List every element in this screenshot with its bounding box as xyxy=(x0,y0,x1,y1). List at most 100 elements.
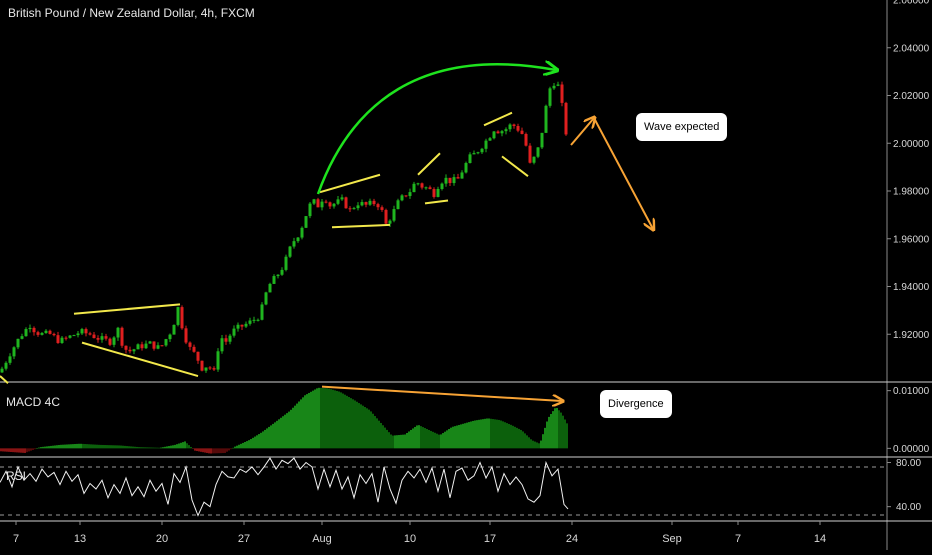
macd-bar xyxy=(6,448,8,452)
macd-bar xyxy=(22,448,24,453)
candle-body xyxy=(208,367,212,369)
candle-body xyxy=(52,333,56,336)
candle-body xyxy=(200,360,204,371)
trend-line xyxy=(501,155,529,177)
macd-bar xyxy=(478,419,480,449)
macd-bar xyxy=(312,390,314,449)
macd-bar xyxy=(118,445,120,449)
macd-bar xyxy=(412,428,414,449)
macd-bar xyxy=(352,399,354,449)
macd-bar xyxy=(500,420,502,449)
macd-bar xyxy=(186,443,188,449)
macd-bar xyxy=(310,391,312,449)
macd-bar xyxy=(464,423,466,449)
macd-bar xyxy=(326,388,328,449)
macd-bar xyxy=(318,387,320,449)
macd-bar xyxy=(216,448,218,454)
macd-bar xyxy=(552,411,554,449)
price-candles xyxy=(0,81,568,373)
candle-body xyxy=(228,335,232,342)
candle-body xyxy=(240,324,244,327)
candle-body xyxy=(132,349,136,352)
macd-bar xyxy=(256,435,258,449)
price-tick-label: 1.92000 xyxy=(893,330,930,341)
candle-body xyxy=(308,203,312,217)
macd-bar xyxy=(460,424,462,449)
macd-bar xyxy=(384,427,386,449)
candle-body xyxy=(532,156,536,163)
macd-bar xyxy=(330,389,332,449)
macd-bar xyxy=(316,388,318,449)
macd-bar xyxy=(560,412,562,449)
candle-body xyxy=(256,319,260,321)
macd-bar xyxy=(362,405,364,449)
macd-bar xyxy=(530,439,532,449)
macd-bar xyxy=(106,445,108,449)
rsi-tick-label: 80.00 xyxy=(896,458,921,469)
trend-line xyxy=(73,303,181,315)
macd-tick-label: 0.00000 xyxy=(893,444,930,455)
candle-body xyxy=(100,336,104,340)
macd-bar xyxy=(532,440,534,449)
candle-body xyxy=(176,307,180,325)
macd-bar xyxy=(8,448,10,452)
candle-body xyxy=(120,327,124,346)
macd-bar xyxy=(406,432,408,449)
price-tick-label: 1.94000 xyxy=(893,282,930,293)
candle-body xyxy=(272,276,276,284)
divergence-callout: Divergence xyxy=(600,390,672,418)
x-tick-label: 7 xyxy=(13,533,19,545)
macd-bar xyxy=(426,429,428,449)
candle-body xyxy=(508,124,512,130)
macd-bar xyxy=(98,444,100,449)
macd-bar xyxy=(244,442,246,449)
macd-bar xyxy=(300,399,302,449)
macd-bar xyxy=(516,427,518,449)
candle-body xyxy=(496,131,500,134)
candle-body xyxy=(244,323,248,327)
candle-body xyxy=(248,320,252,324)
macd-bar xyxy=(172,445,174,449)
macd-bar xyxy=(466,422,468,449)
macd-bar xyxy=(446,430,448,449)
macd-bar xyxy=(472,420,474,449)
candle-body xyxy=(544,105,548,133)
candle-body xyxy=(400,195,404,201)
macd-bar xyxy=(30,448,32,451)
macd-bar xyxy=(40,447,42,449)
macd-bar xyxy=(218,448,220,454)
macd-bar xyxy=(222,448,224,454)
candle-body xyxy=(96,338,100,340)
candle-body xyxy=(92,334,96,339)
macd-bar xyxy=(370,411,372,449)
macd-bar xyxy=(154,447,156,449)
macd-bar xyxy=(80,443,82,449)
price-tick-label: 2.02000 xyxy=(893,91,930,102)
macd-bar xyxy=(176,444,178,449)
candle-body xyxy=(280,269,284,275)
macd-bar xyxy=(444,431,446,449)
divergence-arrow xyxy=(321,385,562,401)
macd-bar xyxy=(42,446,44,449)
candle-body xyxy=(4,362,8,369)
macd-bar xyxy=(496,419,498,449)
macd-bar xyxy=(450,427,452,449)
candle-body xyxy=(448,177,452,184)
macd-bar xyxy=(200,448,202,452)
macd-bar xyxy=(164,446,166,449)
x-tick-label: 17 xyxy=(484,533,496,545)
macd-bar xyxy=(414,426,416,449)
macd-bar xyxy=(416,425,418,449)
macd-bar xyxy=(214,448,216,454)
macd-bar xyxy=(306,394,308,449)
macd-bar xyxy=(546,421,548,449)
macd-bar xyxy=(156,447,158,449)
macd-bar xyxy=(268,426,270,449)
macd-bar xyxy=(390,434,392,449)
candle-body xyxy=(80,329,84,334)
macd-bar xyxy=(514,426,516,449)
candle-body xyxy=(160,345,164,347)
x-tick-label: Aug xyxy=(312,533,332,545)
candle-body xyxy=(344,197,348,209)
macd-bar xyxy=(150,447,152,449)
